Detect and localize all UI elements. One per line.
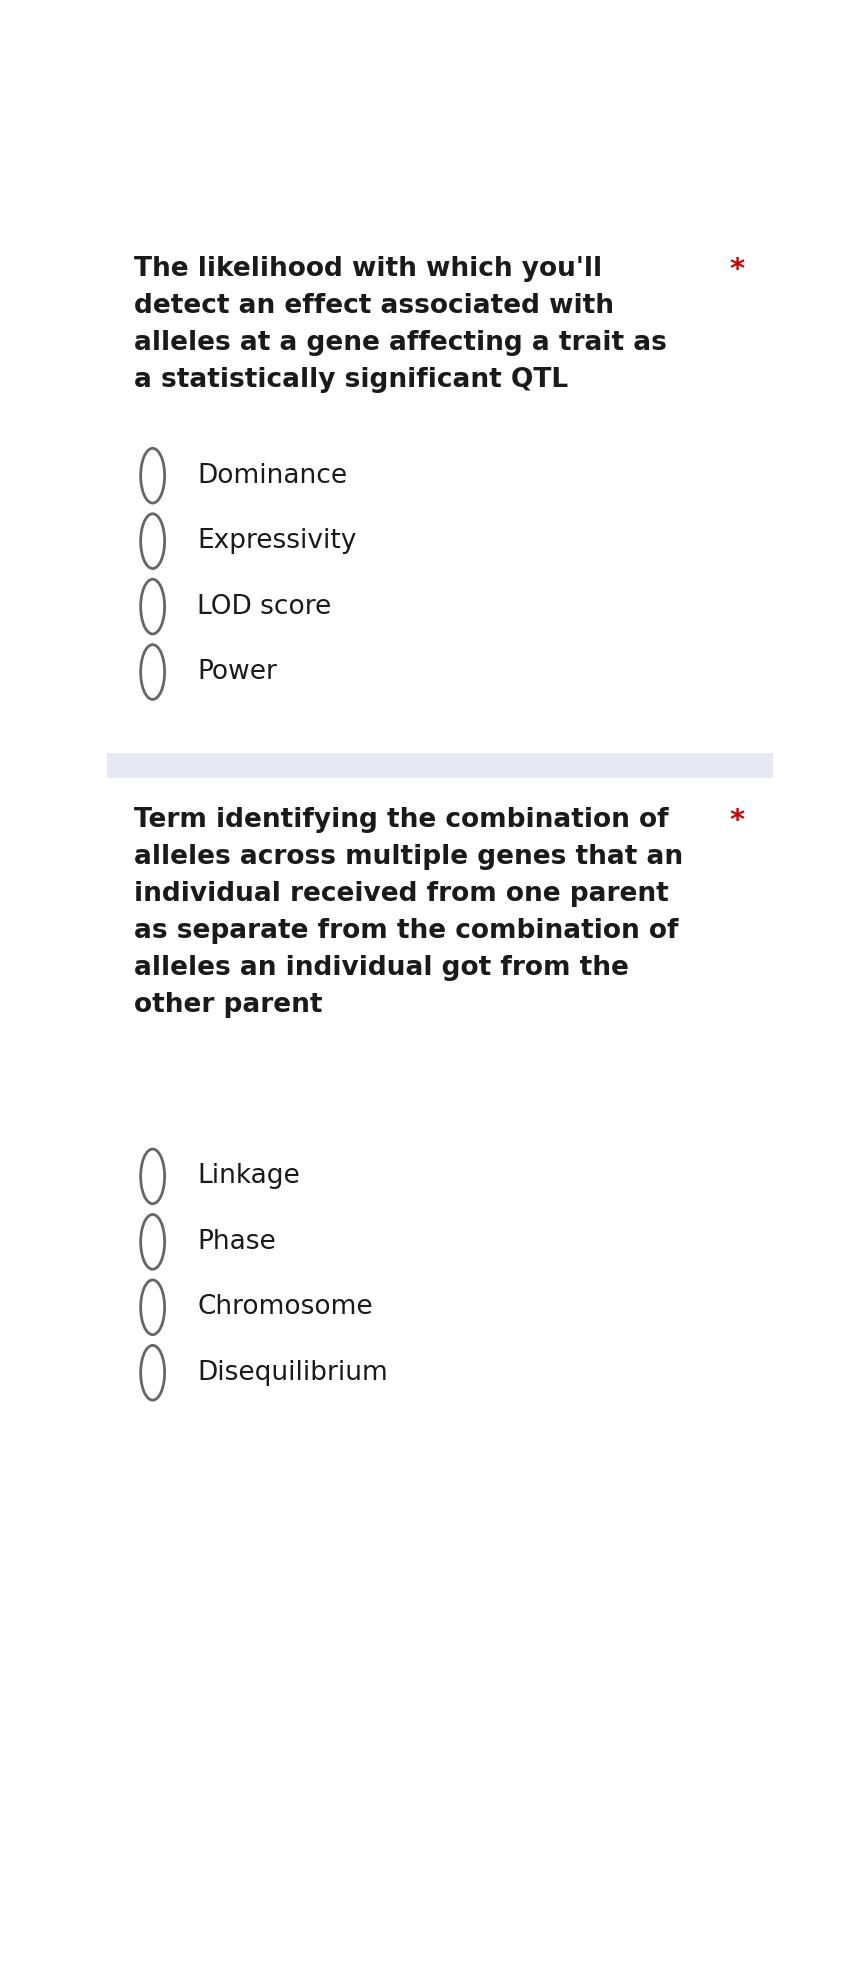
Text: Chromosome: Chromosome	[198, 1294, 373, 1321]
Text: Phase: Phase	[198, 1228, 276, 1254]
Text: Linkage: Linkage	[198, 1163, 300, 1189]
Text: *: *	[730, 257, 745, 284]
Text: Disequilibrium: Disequilibrium	[198, 1359, 388, 1386]
Text: Term identifying the combination of
alleles across multiple genes that an
indivi: Term identifying the combination of alle…	[134, 808, 683, 1017]
Text: The likelihood with which you'll
detect an effect associated with
alleles at a g: The likelihood with which you'll detect …	[134, 257, 667, 393]
Bar	[107, 752, 773, 778]
Text: LOD score: LOD score	[198, 594, 332, 620]
Text: Dominance: Dominance	[198, 462, 347, 488]
Text: Expressivity: Expressivity	[198, 527, 356, 555]
Text: *: *	[730, 808, 745, 835]
Text: Power: Power	[198, 660, 277, 685]
